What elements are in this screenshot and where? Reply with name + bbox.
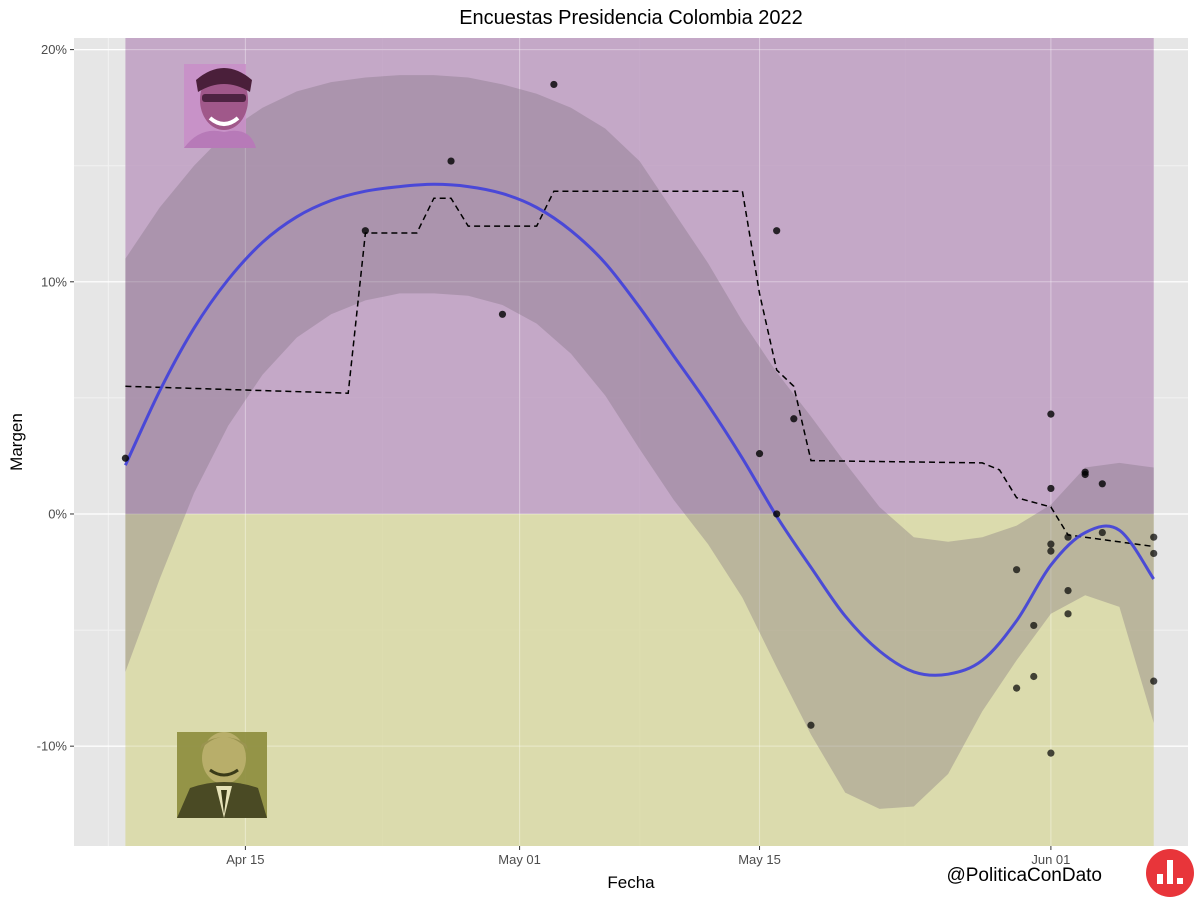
y-axis-title: Margen (7, 413, 26, 471)
y-tick-label: 10% (41, 274, 67, 289)
data-point (1150, 677, 1158, 685)
confidence-ribbon (125, 75, 1154, 809)
y-tick-label: 20% (41, 42, 67, 57)
x-tick-label: May 15 (738, 852, 781, 867)
data-point (1064, 610, 1072, 618)
data-point (773, 510, 781, 518)
data-point (1030, 621, 1038, 630)
y-tick-label: 0% (48, 506, 67, 521)
band-rect (125, 38, 1154, 514)
credit-handle: @PoliticaConDato (946, 865, 1102, 886)
dashed-line-path (125, 190, 1154, 548)
data-point (550, 80, 558, 89)
data-point (807, 721, 815, 729)
data-point (1098, 480, 1106, 488)
x-axis: Apr 15 May 01 May 15 Jun 01 (226, 846, 1070, 867)
ribbon-area (125, 75, 1154, 809)
data-point (1047, 484, 1055, 493)
data-point (1047, 540, 1055, 548)
data-point (121, 454, 130, 462)
data-point (1047, 749, 1055, 757)
data-point (1047, 547, 1055, 555)
bar-chart-logo-icon (1146, 849, 1194, 897)
candidate-photo-top (184, 64, 256, 148)
data-point (361, 227, 369, 235)
poll-points (121, 80, 1158, 757)
data-point (1013, 566, 1021, 574)
dashed-average-line (125, 190, 1154, 548)
smooth-line-path (124, 182, 1155, 677)
data-point (1098, 528, 1106, 537)
data-point (1013, 684, 1021, 692)
data-point (1064, 586, 1072, 595)
data-point (755, 450, 764, 458)
data-point (790, 415, 798, 423)
background-bands (74, 38, 1188, 846)
data-point (1150, 549, 1158, 558)
x-tick-label: Jun 01 (1031, 852, 1070, 867)
x-tick-label: Apr 15 (226, 852, 264, 867)
y-tick-label: -10% (37, 739, 68, 754)
data-point (447, 157, 455, 165)
data-point (1064, 533, 1072, 541)
x-axis-title: Fecha (607, 873, 655, 892)
data-point (1150, 533, 1158, 541)
smooth-trend-line (124, 182, 1155, 677)
data-point (498, 310, 507, 318)
chart-title: Encuestas Presidencia Colombia 2022 (459, 7, 803, 29)
band-rect (125, 513, 1154, 846)
data-point (1030, 672, 1038, 681)
data-point (773, 227, 781, 235)
data-point (1081, 470, 1089, 479)
data-point (1047, 410, 1055, 418)
candidate-photo-bottom (177, 732, 267, 818)
y-axis: 20% 10% 0% -10% (37, 42, 74, 754)
x-tick-label: May 01 (498, 852, 541, 867)
